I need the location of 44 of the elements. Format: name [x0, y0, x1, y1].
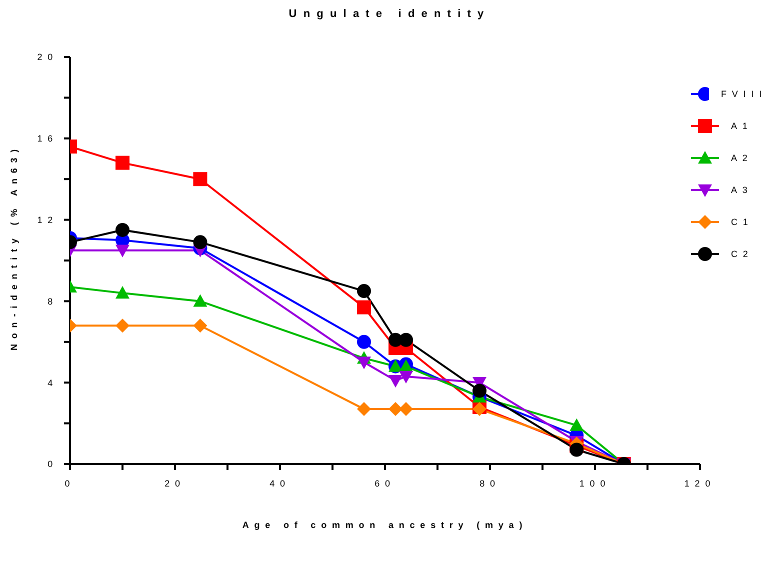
- y-tick-label: 4: [48, 378, 58, 388]
- x-tick-label: 60: [374, 478, 396, 488]
- legend-label: A1: [731, 121, 753, 131]
- y-tick-label: 16: [37, 134, 58, 144]
- point: [357, 300, 371, 314]
- point: [399, 332, 413, 347]
- y-tick-label: 20: [37, 52, 58, 62]
- x-tick-label: 0: [64, 478, 76, 488]
- y-axis-title: Non-identity (% An63): [9, 144, 20, 350]
- legend-label: FVIII: [720, 89, 767, 99]
- x-tick-label: 80: [480, 478, 500, 488]
- point: [193, 172, 208, 186]
- point: [116, 318, 130, 333]
- x-tick-label: 20: [164, 478, 186, 488]
- point: [472, 384, 486, 398]
- chart-title: Ungulate identity: [288, 8, 492, 20]
- point: [193, 294, 208, 307]
- point: [116, 286, 130, 299]
- legend-label: C2: [731, 249, 754, 259]
- point: [388, 374, 402, 388]
- x-axis-title: Age of common ancestry (mya): [242, 520, 528, 530]
- legend-label: A3: [731, 185, 753, 195]
- point: [357, 334, 371, 349]
- point: [116, 244, 130, 258]
- point: [399, 402, 413, 416]
- x-tick-label: 100: [579, 478, 611, 488]
- x-tick-label: 40: [270, 478, 290, 488]
- point: [570, 442, 584, 457]
- point: [357, 356, 371, 370]
- legend-label: A2: [731, 153, 753, 163]
- point: [357, 284, 371, 298]
- y-tick-label: 12: [37, 214, 58, 225]
- point: [193, 318, 208, 333]
- point: [570, 418, 584, 431]
- point: [116, 222, 130, 237]
- point: [116, 156, 130, 170]
- point: [193, 235, 208, 250]
- y-tick-label: 8: [48, 296, 58, 306]
- x-tick-label: 120: [684, 478, 716, 488]
- point: [388, 402, 402, 416]
- legend-label: C1: [731, 217, 754, 227]
- y-tick-label: 0: [48, 459, 58, 470]
- point: [357, 402, 371, 416]
- point: [399, 370, 413, 384]
